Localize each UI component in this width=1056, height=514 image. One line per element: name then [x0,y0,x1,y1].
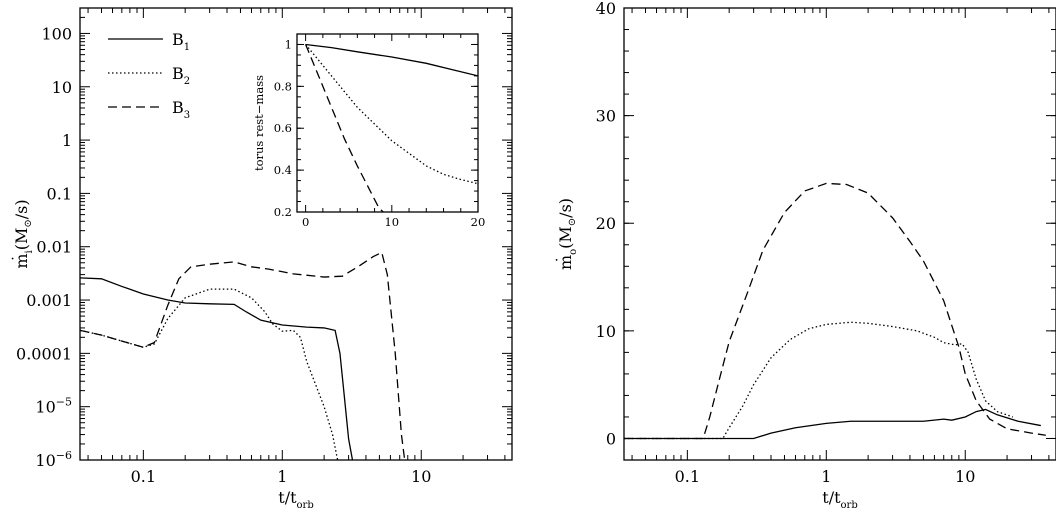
right-y-axis-label-dot: ˙ [553,256,572,264]
right-y-tick-label: 20 [596,214,616,233]
left-series-line-B1 [80,277,354,460]
left-x-axis-label-base: t/t [278,488,297,507]
inset-series-line-B2 [305,44,478,185]
right-series-line-B2 [624,321,1014,440]
left-x-axis-label-sub: orb [297,500,314,511]
inset-y-tick-label: 0.4 [274,163,292,177]
left-y-tick-label: 0.0001 [16,344,72,363]
inset-panel-torus-rest-mass: 0 10 20 1 0.8 0.6 0.4 0.2 torus rest−mass [252,33,486,229]
right-y-tick-label-base: 30 [596,107,616,126]
left-legend-label-sub: 3 [184,110,190,121]
inset-y-tick-label: 0.8 [274,79,292,93]
left-legend-label-B2: B2 [172,64,190,87]
left-legend-label-B3: B3 [172,98,190,121]
inset-series-line-B1 [305,43,478,77]
left-legend-label-sub: 1 [184,42,190,53]
left-y-tick-label-base: 10 [35,451,55,470]
inset-plot-frame [296,33,479,213]
left-series-line-B3 [80,251,406,460]
left-legend-label-base: B [172,98,184,117]
left-y-tick-label: 1 [62,131,72,150]
left-y-tick-label: 10 [52,78,72,97]
inset-y-tick-label-base: 1 [285,37,292,51]
right-series-line-B1 [624,408,1041,440]
left-x-axis-label: t/torb [278,488,313,511]
left-y-tick-label-base: 10 [52,78,72,97]
right-y-axis-label-base: m [556,255,575,270]
right-y-axis-label-sun: ⊙ [567,218,578,226]
left-y-tick-label-base: 10 [35,398,55,417]
left-y-tick-label-exponent: −6 [56,449,72,462]
right-x-tick-label: 1 [821,467,831,486]
left-y-tick-label-exponent: −5 [56,396,72,409]
left-y-axis-label-sun: ⊙ [23,219,34,227]
inset-x-tick-label: 20 [471,215,486,229]
right-series-line-B3 [624,182,1046,440]
left-y-tick-label-base: 0.01 [36,238,72,257]
inset-x-tick-label: 0 [302,215,309,229]
inset-y-tick-label: 1 [285,37,292,51]
left-y-tick-label-base: 0.1 [47,184,72,203]
left-y-tick-label-base: 0.0001 [16,344,72,363]
right-x-tick-label: 0.1 [675,467,700,486]
right-x-axis-label-base: t/t [822,488,841,507]
left-y-axis-label-base: m [12,253,31,268]
left-plot-frame [79,7,513,461]
left-y-tick-label: 0.01 [36,238,72,257]
inset-y-tick-label: 0.6 [274,121,292,135]
left-y-tick-label: 10−6 [35,449,72,470]
right-y-axis-label-unit: (M [556,226,575,249]
left-y-tick-label: 10−5 [35,396,72,417]
right-y-tick-label-base: 10 [596,322,616,341]
left-y-tick-label-base: 0.001 [26,291,72,310]
right-plot-frame [623,7,1056,461]
right-y-tick-label: 10 [596,322,616,341]
right-y-axis-label-sub: o [568,249,579,255]
left-legend-label-base: B [172,30,184,49]
left-x-tick-label: 0.1 [131,467,156,486]
right-x-axis-label-sub: orb [841,500,858,511]
left-y-axis-label-dot: ˙ [9,254,28,262]
right-y-tick-label-base: 40 [596,0,616,18]
right-y-tick-label-base: 0 [606,429,616,448]
left-legend-label-B1: B1 [172,30,190,53]
left-legend-label-sub: 2 [184,76,190,87]
left-y-tick-label: 0.001 [26,291,72,310]
left-panel-mass-accretion-rate: 0.1 1 101001010.10.010.0010.000110−510−6t/… [9,7,513,511]
right-y-tick-label: 30 [596,107,616,126]
right-x-tick-label: 10 [955,467,975,486]
right-y-tick-label: 40 [596,0,616,18]
right-y-axis-label: m˙o(M⊙/s) [553,198,579,270]
left-y-axis-label: m˙i(M⊙/s) [9,199,35,268]
left-y-axis-label-tail: /s) [12,199,31,219]
left-y-tick-label-base: 1 [62,131,72,150]
right-y-axis-label-tail: /s) [556,198,575,218]
left-x-tick-label: 10 [411,467,431,486]
inset-y-tick-label: 0.2 [274,205,292,219]
left-y-tick-label-base: 100 [41,24,72,43]
left-legend-label-base: B [172,64,184,83]
right-panel-mass-outflow-rate: 0.1 1 10 40 30 20 10 0 t/torb m˙o(M⊙/s) [553,0,1056,511]
inset-background [297,34,478,212]
inset-y-tick-label-base: 0.8 [274,79,292,93]
right-x-axis-label: t/torb [822,488,857,511]
left-y-tick-label: 0.1 [47,184,72,203]
left-y-axis-label-sub: i [24,250,35,253]
inset-y-tick-label-base: 0.2 [274,205,292,219]
right-y-tick-label: 0 [606,429,616,448]
inset-x-tick-label: 10 [384,215,399,229]
inset-y-tick-label-base: 0.6 [274,121,292,135]
left-y-axis-label-unit: (M [12,228,31,251]
inset-series-line-B3 [305,44,384,212]
left-y-tick-label: 100 [41,24,72,43]
inset-y-axis-label: torus rest−mass [252,75,266,171]
inset-y-tick-label-base: 0.4 [274,163,292,177]
right-y-tick-label-base: 20 [596,214,616,233]
left-x-tick-label: 1 [277,467,287,486]
left-series-line-B2 [80,288,339,460]
